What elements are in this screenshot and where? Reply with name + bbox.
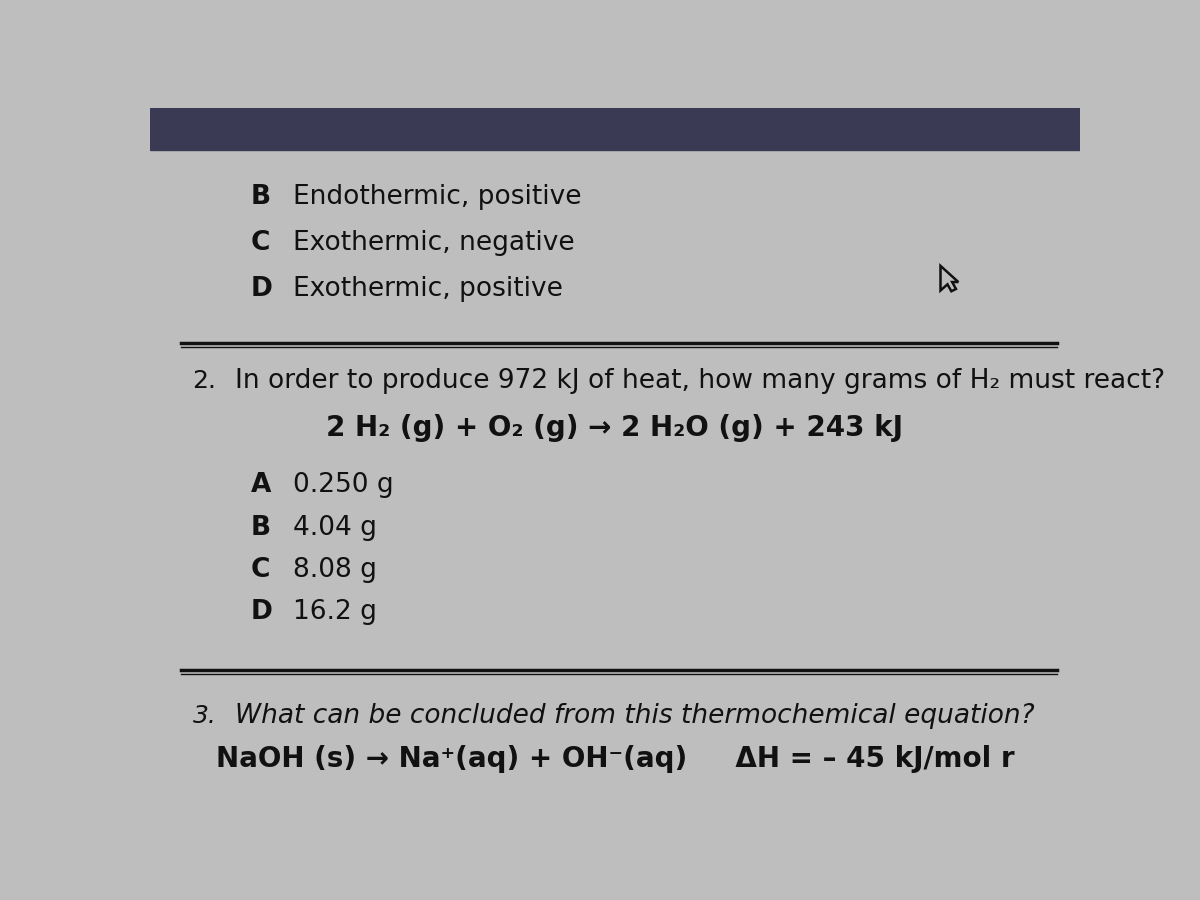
Text: Exothermic, negative: Exothermic, negative: [293, 230, 575, 256]
Text: NaOH (s) → Na⁺(aq) + OH⁻(aq)     ΔH = – 45 kJ/mol r: NaOH (s) → Na⁺(aq) + OH⁻(aq) ΔH = – 45 k…: [216, 744, 1014, 772]
Text: In order to produce 972 kJ of heat, how many grams of H₂ must react?: In order to produce 972 kJ of heat, how …: [235, 368, 1165, 394]
Polygon shape: [941, 266, 959, 292]
Text: 8.08 g: 8.08 g: [293, 557, 377, 583]
Text: D: D: [251, 276, 272, 302]
Text: 2.: 2.: [193, 369, 217, 393]
Text: What can be concluded from this thermochemical equation?: What can be concluded from this thermoch…: [235, 703, 1034, 729]
Text: C: C: [251, 557, 270, 583]
Text: 2 H₂ (g) + O₂ (g) → 2 H₂O (g) + 243 kJ: 2 H₂ (g) + O₂ (g) → 2 H₂O (g) + 243 kJ: [326, 414, 904, 442]
Bar: [150, 108, 1080, 150]
Text: D: D: [251, 599, 272, 625]
Text: C: C: [251, 230, 270, 256]
Text: 3.: 3.: [193, 705, 216, 728]
Text: 16.2 g: 16.2 g: [293, 599, 377, 625]
Text: B: B: [251, 515, 271, 541]
Text: Exothermic, positive: Exothermic, positive: [293, 276, 563, 302]
Text: A: A: [251, 472, 271, 499]
Text: B: B: [251, 184, 271, 210]
Text: 0.250 g: 0.250 g: [293, 472, 394, 499]
Text: 4.04 g: 4.04 g: [293, 515, 377, 541]
Text: Endothermic, positive: Endothermic, positive: [293, 184, 582, 210]
